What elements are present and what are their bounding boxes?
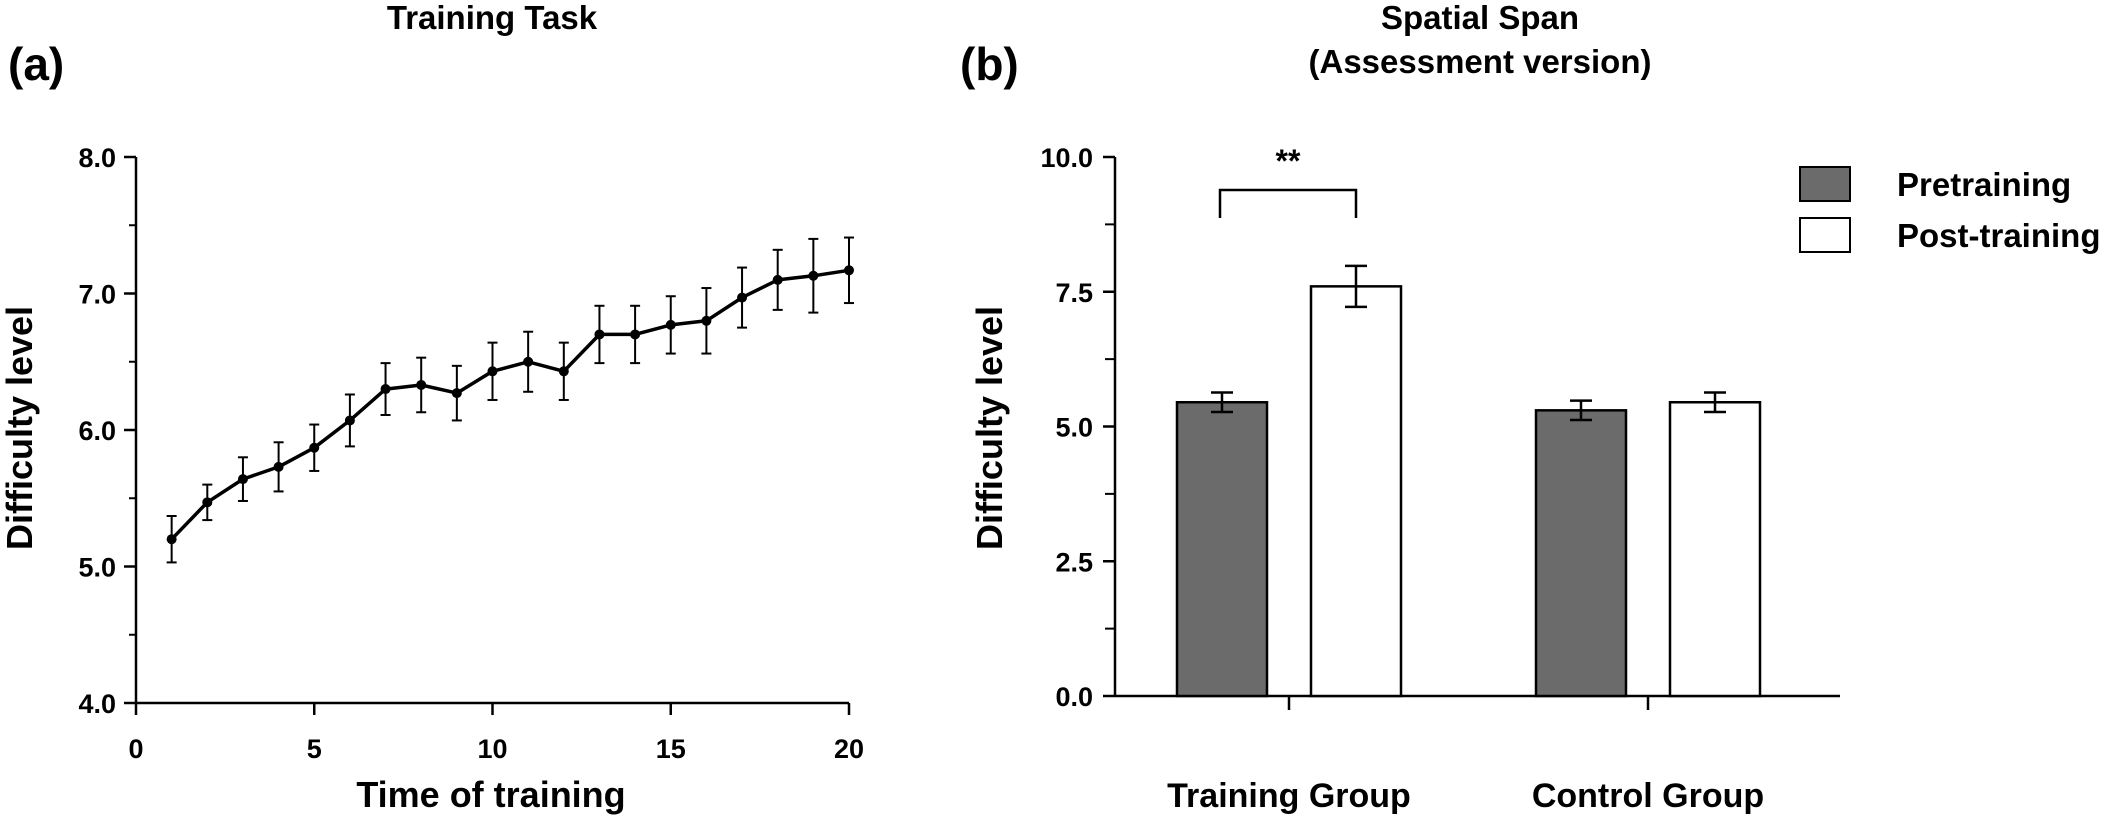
data-point: [665, 319, 676, 330]
legend-label-pretraining: Pretraining: [1897, 166, 2071, 203]
x-category-label: Control Group: [1532, 777, 1764, 815]
data-point-group: [202, 483, 213, 522]
data-point-group: [844, 236, 854, 305]
x-tick-label: 0: [128, 734, 143, 764]
data-point-group: [309, 423, 320, 472]
data-point: [523, 356, 534, 367]
x-tick-label: 20: [834, 734, 864, 764]
bar-group: [1668, 391, 1762, 698]
y-tick-label: 5.0: [78, 553, 116, 583]
y-tick-label: 10.0: [1040, 143, 1093, 173]
legend: Pretraining Post-training: [1799, 166, 2101, 254]
data-point: [558, 366, 569, 377]
panel-b-label: (b): [960, 38, 1019, 90]
data-point: [451, 388, 462, 399]
bar: [1534, 409, 1628, 698]
data-point: [166, 534, 177, 545]
data-point-group: [416, 356, 427, 414]
legend-swatch-post-training: [1799, 217, 1851, 253]
bar: [1668, 400, 1762, 698]
data-point: [344, 415, 355, 426]
panel-a-series: [166, 236, 854, 564]
panel-b-title-line-1: Spatial Span: [1381, 0, 1579, 36]
data-point-group: [737, 266, 748, 329]
panel-a-ticks: 4.0 5.0 6.0 7.0 8.0 0 5 10 15 20: [78, 143, 864, 764]
data-point: [772, 274, 783, 285]
y-tick-label: 7.5: [1055, 278, 1093, 308]
panel-a-x-axis-label: Time of training: [356, 774, 625, 815]
data-point-group: [166, 514, 177, 564]
y-tick-label: 0.0: [1055, 682, 1093, 712]
significance-bracket: [1218, 188, 1358, 218]
data-point-group: [594, 304, 605, 365]
data-point-group: [630, 304, 641, 365]
panel-b-bars: [1175, 264, 1762, 698]
x-tick-label: 10: [477, 734, 507, 764]
y-tick-label: 4.0: [78, 689, 116, 719]
panel-a-label: (a): [8, 38, 64, 90]
data-point: [701, 315, 712, 326]
data-point: [630, 329, 641, 340]
bar: [1309, 285, 1403, 698]
y-tick-label: 7.0: [78, 280, 116, 310]
data-point: [309, 442, 320, 453]
panel-a: (a) Training Task Time of training Diffi…: [0, 0, 864, 815]
panel-b: (b) Spatial Span (Assessment version) Di…: [960, 0, 2101, 815]
x-category-label: Training Group: [1167, 777, 1411, 815]
significance-annotation: **: [1218, 143, 1358, 218]
panel-a-title: Training Task: [387, 0, 598, 36]
data-point: [202, 497, 213, 508]
legend-label-post-training: Post-training: [1897, 217, 2101, 254]
data-point: [487, 366, 498, 377]
y-tick-label: 8.0: [78, 143, 116, 173]
data-point-group: [808, 237, 819, 314]
data-point-group: [772, 248, 783, 311]
y-tick-label: 5.0: [1055, 413, 1093, 443]
data-point-group: [380, 362, 391, 416]
y-tick-label: 2.5: [1055, 547, 1093, 577]
data-point-group: [273, 441, 284, 493]
panel-b-title-line-2: (Assessment version): [1309, 43, 1652, 80]
legend-swatch-pretraining: [1799, 166, 1851, 202]
panel-b-y-axis-label: Difficulty level: [969, 306, 1010, 550]
data-point-group: [665, 295, 676, 355]
data-point-group: [237, 456, 248, 502]
data-point-group: [558, 341, 569, 401]
data-point-group: [701, 287, 712, 355]
significance-stars: **: [1276, 143, 1301, 179]
data-point: [273, 461, 284, 472]
data-point: [844, 265, 854, 276]
data-point: [380, 384, 391, 395]
data-point: [416, 379, 427, 390]
data-point-group: [344, 393, 355, 448]
data-point-group: [523, 330, 534, 393]
bar-group: [1175, 391, 1269, 698]
data-point: [808, 270, 819, 281]
series-line: [170, 268, 850, 541]
panel-a-y-axis-label: Difficulty level: [0, 306, 40, 550]
x-tick-label: 15: [656, 734, 686, 764]
data-point: [237, 474, 248, 485]
data-point: [594, 329, 605, 340]
bar: [1175, 400, 1269, 698]
panel-b-ticks: 0.0 2.5 5.0 7.5 10.0 Training Group Control Gr…: [1040, 143, 1764, 815]
data-point-group: [451, 364, 462, 422]
bar-group: [1534, 399, 1628, 698]
data-point: [737, 292, 748, 303]
data-point-group: [487, 341, 498, 401]
bar-group: [1309, 264, 1403, 698]
x-tick-label: 5: [307, 734, 322, 764]
y-tick-label: 6.0: [78, 416, 116, 446]
